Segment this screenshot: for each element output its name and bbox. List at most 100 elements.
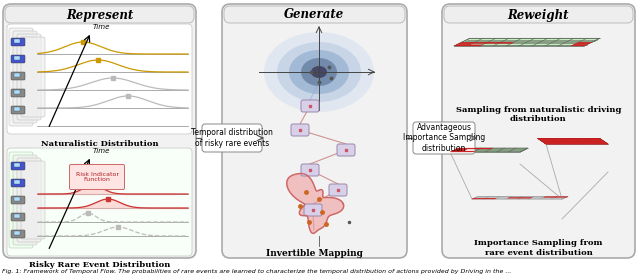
Polygon shape: [450, 148, 528, 152]
FancyBboxPatch shape: [11, 213, 25, 221]
Text: Time: Time: [93, 148, 110, 154]
FancyBboxPatch shape: [21, 37, 45, 117]
FancyBboxPatch shape: [14, 180, 20, 184]
Ellipse shape: [277, 42, 361, 102]
FancyBboxPatch shape: [329, 184, 347, 196]
Ellipse shape: [311, 66, 327, 78]
Polygon shape: [454, 38, 600, 46]
FancyBboxPatch shape: [70, 164, 125, 189]
FancyBboxPatch shape: [14, 163, 20, 167]
FancyBboxPatch shape: [17, 158, 41, 242]
Polygon shape: [588, 138, 602, 140]
FancyBboxPatch shape: [17, 34, 41, 120]
Polygon shape: [485, 42, 501, 43]
Polygon shape: [456, 148, 469, 149]
FancyBboxPatch shape: [413, 122, 475, 154]
FancyBboxPatch shape: [337, 144, 355, 156]
FancyBboxPatch shape: [21, 161, 45, 239]
Polygon shape: [579, 141, 593, 143]
Polygon shape: [456, 43, 472, 45]
Polygon shape: [542, 141, 556, 143]
Polygon shape: [571, 45, 587, 46]
FancyBboxPatch shape: [11, 72, 25, 80]
Polygon shape: [519, 197, 532, 198]
Polygon shape: [479, 148, 493, 149]
FancyBboxPatch shape: [291, 124, 309, 136]
Polygon shape: [460, 42, 475, 43]
Polygon shape: [589, 140, 604, 141]
FancyBboxPatch shape: [13, 31, 37, 123]
FancyBboxPatch shape: [5, 6, 194, 23]
Polygon shape: [483, 198, 497, 199]
Polygon shape: [538, 138, 608, 144]
FancyBboxPatch shape: [14, 214, 20, 218]
Polygon shape: [467, 45, 483, 46]
Polygon shape: [556, 143, 571, 144]
FancyBboxPatch shape: [222, 4, 407, 258]
FancyBboxPatch shape: [11, 89, 25, 97]
Polygon shape: [472, 197, 568, 199]
Text: Time: Time: [93, 24, 110, 30]
Text: Fig. 1: Framework of Temporal Flow. The probabilities of rare events are learned: Fig. 1: Framework of Temporal Flow. The …: [2, 270, 511, 274]
FancyBboxPatch shape: [11, 196, 25, 204]
Text: Advantageous
Importance Sampling
distribution: Advantageous Importance Sampling distrib…: [403, 123, 485, 153]
Ellipse shape: [289, 50, 349, 94]
Text: Generate: Generate: [284, 9, 344, 21]
Polygon shape: [461, 151, 476, 152]
FancyBboxPatch shape: [224, 6, 405, 23]
FancyBboxPatch shape: [301, 164, 319, 176]
FancyBboxPatch shape: [11, 162, 25, 170]
Polygon shape: [454, 149, 467, 150]
FancyBboxPatch shape: [11, 106, 25, 114]
Polygon shape: [467, 148, 481, 149]
Text: Naturalistic Distribution: Naturalistic Distribution: [41, 140, 158, 148]
FancyBboxPatch shape: [14, 107, 20, 111]
FancyBboxPatch shape: [14, 39, 20, 43]
FancyBboxPatch shape: [14, 231, 20, 235]
Text: Sampling from naturalistic driving
distribution: Sampling from naturalistic driving distr…: [456, 106, 621, 123]
Polygon shape: [575, 138, 589, 140]
Polygon shape: [538, 138, 552, 140]
FancyBboxPatch shape: [11, 38, 25, 46]
FancyBboxPatch shape: [14, 197, 20, 201]
Polygon shape: [563, 138, 577, 140]
Polygon shape: [508, 197, 521, 198]
Polygon shape: [452, 150, 465, 151]
Polygon shape: [593, 143, 608, 144]
FancyBboxPatch shape: [14, 90, 20, 94]
Text: Reweight: Reweight: [508, 9, 569, 21]
Polygon shape: [544, 143, 558, 144]
FancyBboxPatch shape: [9, 152, 33, 248]
FancyBboxPatch shape: [3, 4, 196, 258]
FancyBboxPatch shape: [11, 55, 25, 63]
Polygon shape: [550, 138, 564, 140]
Text: Risky Rare Event Distribution: Risky Rare Event Distribution: [29, 261, 170, 269]
Polygon shape: [472, 198, 485, 199]
Polygon shape: [287, 174, 344, 233]
FancyBboxPatch shape: [7, 24, 192, 134]
Text: Invertible Mapping: Invertible Mapping: [266, 249, 363, 257]
FancyBboxPatch shape: [11, 179, 25, 187]
FancyBboxPatch shape: [301, 100, 319, 112]
Polygon shape: [581, 143, 596, 144]
Polygon shape: [569, 143, 583, 144]
Text: Temporal distribution
of risky rare events: Temporal distribution of risky rare even…: [191, 128, 273, 148]
Polygon shape: [566, 141, 581, 143]
FancyBboxPatch shape: [442, 4, 635, 258]
Polygon shape: [591, 141, 606, 143]
FancyBboxPatch shape: [9, 28, 33, 126]
FancyBboxPatch shape: [444, 6, 633, 23]
Polygon shape: [573, 43, 589, 45]
Polygon shape: [554, 141, 569, 143]
Ellipse shape: [264, 32, 374, 112]
Text: Represent: Represent: [66, 9, 133, 21]
Text: Importance Sampling from
rare event distribution: Importance Sampling from rare event dist…: [474, 240, 603, 257]
Text: Risk Indicator
Function: Risk Indicator Function: [76, 172, 118, 182]
Polygon shape: [577, 140, 591, 141]
FancyBboxPatch shape: [11, 230, 25, 238]
Polygon shape: [499, 42, 514, 43]
Polygon shape: [450, 151, 463, 152]
FancyBboxPatch shape: [7, 148, 192, 256]
Polygon shape: [540, 140, 554, 141]
Ellipse shape: [301, 58, 337, 86]
